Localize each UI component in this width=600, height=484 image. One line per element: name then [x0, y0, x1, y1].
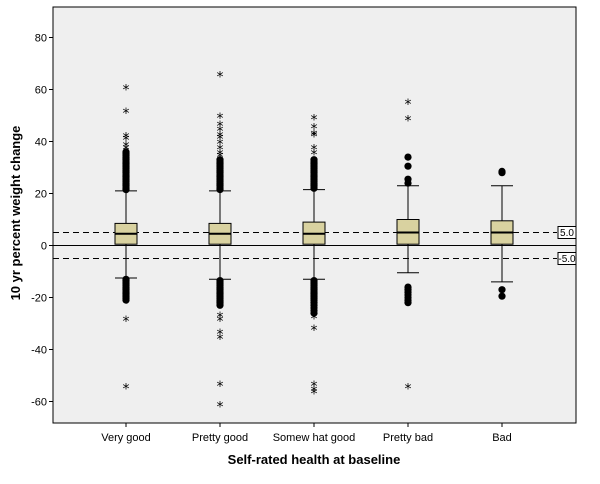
extreme-star: * — [123, 382, 130, 398]
extreme-star: * — [217, 132, 224, 148]
outlier-circle — [310, 156, 318, 164]
x-tick-label: Pretty good — [192, 432, 248, 444]
outlier-circle — [216, 156, 224, 164]
y-tick-label: -20 — [31, 293, 47, 305]
extreme-star: * — [311, 122, 318, 138]
extreme-star: * — [405, 382, 412, 398]
outlier-circle — [404, 162, 412, 170]
extreme-star: * — [217, 124, 224, 140]
extreme-star: * — [217, 119, 224, 135]
extreme-star: * — [217, 327, 224, 343]
outlier-circle — [216, 301, 224, 309]
extreme-star: * — [217, 379, 224, 395]
x-axis-title: Self-rated health at baseline — [228, 452, 401, 467]
outlier-circle — [310, 309, 318, 317]
extreme-star: * — [311, 387, 318, 403]
outlier-circle — [404, 299, 412, 307]
extreme-star: * — [217, 111, 224, 127]
x-tick-label: Very good — [101, 432, 151, 444]
box-group-2: *********** — [302, 112, 326, 403]
x-tick-label: Pretty bad — [383, 432, 433, 444]
extreme-star: * — [311, 384, 318, 400]
box-group-0: ******** — [114, 83, 138, 398]
reference-label-0: 5.0 — [560, 228, 574, 239]
outlier-circle — [122, 148, 130, 156]
extreme-star: * — [123, 131, 130, 147]
extreme-star: * — [217, 129, 224, 145]
extreme-star: * — [217, 137, 224, 153]
x-tick-label: Bad — [492, 432, 512, 444]
reference-label-box-0 — [557, 226, 577, 239]
extreme-star: * — [311, 142, 318, 158]
y-axis: -60 -40 -20 0 20 40 60 80 — [31, 7, 54, 423]
box-group-3: *** — [396, 97, 420, 398]
extreme-star: * — [311, 112, 318, 128]
reference-label-box-1 — [557, 252, 577, 265]
extreme-star: * — [405, 97, 412, 113]
extreme-star: * — [123, 133, 130, 149]
x-axis: Very good Pretty good Somew hat good Pretty… — [101, 423, 512, 444]
extreme-star: * — [405, 114, 412, 130]
y-tick-label: -40 — [31, 345, 47, 357]
extreme-star: * — [217, 142, 224, 158]
y-tick-label: 0 — [41, 241, 47, 253]
extreme-star: * — [217, 70, 224, 86]
extreme-star: * — [311, 128, 318, 144]
reference-label-1: -5.0 — [558, 254, 576, 265]
x-tick-label: Somew hat good — [273, 432, 356, 444]
extreme-star: * — [217, 314, 224, 330]
outlier-circle — [122, 296, 130, 304]
box-group-4 — [490, 167, 514, 300]
extreme-star: * — [217, 310, 224, 326]
outlier-circle — [404, 175, 412, 183]
extreme-star: * — [217, 400, 224, 416]
extreme-star: * — [123, 106, 130, 122]
extreme-star: * — [311, 129, 318, 145]
outlier-circle — [498, 292, 506, 300]
extreme-star: * — [123, 142, 130, 158]
boxes-group: ************************************** — [114, 70, 514, 416]
y-tick-label: 60 — [35, 85, 47, 97]
extreme-star: * — [217, 148, 224, 164]
extreme-star: * — [311, 148, 318, 164]
y-tick-label: 80 — [35, 33, 47, 45]
extreme-star: * — [311, 379, 318, 395]
outlier-circle — [498, 167, 506, 175]
extreme-star: * — [311, 323, 318, 339]
extreme-star: * — [123, 83, 130, 99]
y-tick-label: -60 — [31, 397, 47, 409]
extreme-star: * — [123, 314, 130, 330]
extreme-star: * — [123, 140, 130, 156]
y-axis-title: 10 yr percent weight change — [8, 126, 23, 301]
outlier-circle — [498, 286, 506, 294]
box-group-1: **************** — [208, 70, 232, 416]
y-tick-label: 40 — [35, 137, 47, 149]
extreme-star: * — [217, 332, 224, 348]
extreme-star: * — [217, 150, 224, 166]
extreme-star: * — [311, 311, 318, 327]
y-tick-label: 20 — [35, 189, 47, 201]
outlier-circle — [404, 153, 412, 161]
